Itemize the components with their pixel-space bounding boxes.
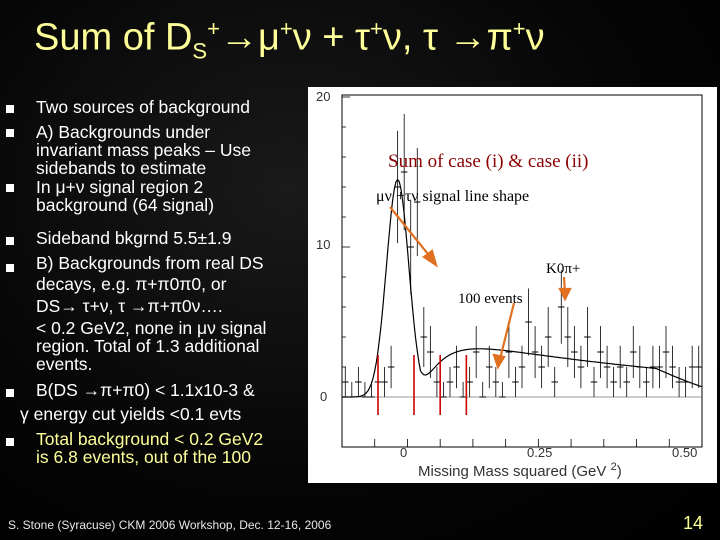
bullet-text: B(DS →π+π0) < 1.1x10-3 & [36, 380, 255, 400]
annotation-k0pi: K0π+ [546, 261, 580, 277]
page-number: 14 [683, 513, 704, 533]
annotation-arrows [389, 206, 572, 370]
bullet-marker [6, 438, 14, 446]
bullet-text: Two sources of background [36, 97, 251, 117]
bullet-text: Sideband bkgrnd 5.5±1.9 [36, 228, 232, 248]
bullet-marker [6, 264, 14, 272]
annotation-sum: Sum of case (i) & case (ii) [388, 151, 588, 172]
y-tick-20: 20 [316, 89, 330, 104]
bullet-text: A) Backgrounds under [36, 122, 211, 142]
bullet-text: In μ+ν signal region 2 [36, 177, 204, 197]
fit-curve [342, 178, 703, 398]
arrow-head [492, 353, 506, 370]
bullet-text: background (64 signal) [36, 195, 215, 215]
histogram-plot: 20 10 0 0 0.25 0.50 Missing Mass squared… [308, 87, 717, 483]
bullet-text: γ energy cut yields <0.1 evts [20, 404, 242, 424]
bullet-text: DS→ τ+ν, τ →π+π0ν…. [36, 296, 223, 316]
bullet-marker [6, 105, 14, 113]
bullet-text: Total background < 0.2 GeV2 [36, 429, 264, 449]
bullet-marker [6, 129, 14, 137]
signal-window-lines [377, 355, 468, 415]
x-axis-label: Missing Mass squared (GeV 2) [418, 461, 622, 480]
histogram-svg: 20 10 0 0 0.25 0.50 Missing Mass squared… [316, 89, 703, 480]
x-tick-0: 0 [400, 445, 407, 460]
bullet-marker [6, 184, 14, 192]
bullet-text: invariant mass peaks – Use [36, 140, 251, 160]
bullet-text: B) Backgrounds from real DS [36, 253, 264, 273]
footer-credit: S. Stone (Syracuse) CKM 2006 Workshop, D… [8, 518, 332, 532]
bullet-text: decays, e.g. π+π0π0, or [36, 274, 227, 294]
x-tick-025: 0.25 [527, 445, 552, 460]
bullet-marker [6, 389, 14, 397]
slide-title: Sum of DS+→μ+ν + τ+ν, τ →π+ν [34, 16, 545, 64]
annotation-100-events: 100 events [458, 291, 523, 307]
bullet-text: < 0.2 GeV2, none in μν signal [36, 318, 267, 338]
bullet-text: sidebands to estimate [36, 158, 207, 178]
arrow-100-events [498, 302, 516, 360]
y-tick-10: 10 [316, 237, 330, 252]
bullet-text: region. Total of 1.3 additional [36, 336, 260, 356]
axis-ticks [341, 96, 703, 447]
plot-frame [341, 94, 703, 448]
arrow-head [422, 249, 438, 268]
bullet-marker [6, 237, 14, 245]
arrow-head [558, 287, 572, 302]
y-tick-0: 0 [320, 389, 327, 404]
x-tick-050: 0.50 [672, 445, 697, 460]
bullet-text: is 6.8 events, out of the 100 [36, 447, 252, 467]
arrow-signal-shape [389, 206, 433, 260]
bullet-text: events. [36, 354, 93, 374]
annotation-shape: μν +τν signal line shape [376, 188, 529, 205]
